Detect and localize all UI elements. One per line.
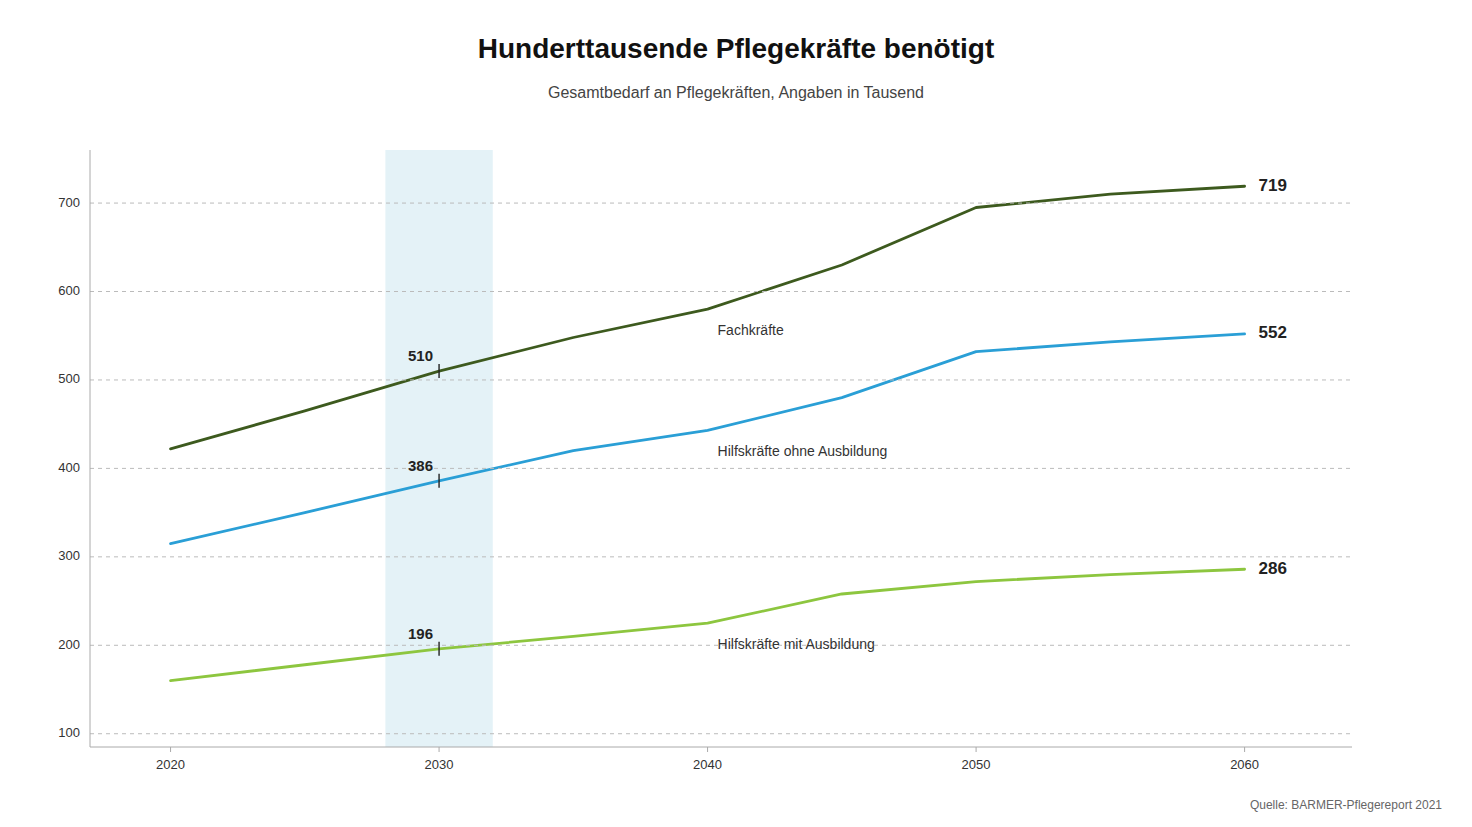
x-axis-line [90, 747, 1352, 748]
y-tick-label: 200 [58, 637, 80, 652]
grid-line [90, 379, 1352, 380]
x-tick [1244, 747, 1245, 752]
y-tick-label: 700 [58, 195, 80, 210]
annotation-marker [438, 642, 439, 656]
annotation-marker [438, 364, 439, 378]
x-tick-label: 2050 [962, 757, 991, 772]
end-label: 286 [1259, 559, 1287, 578]
highlight-band [385, 150, 492, 747]
x-tick [976, 747, 977, 752]
x-tick [439, 747, 440, 752]
series-line [171, 334, 1245, 544]
annotation-label: 196 [408, 625, 433, 642]
grid-line [90, 556, 1352, 557]
source: Quelle: BARMER-Pflegereport 2021 [1250, 798, 1442, 812]
plot-area [171, 150, 1245, 747]
grid-line [90, 468, 1352, 469]
annotation-label: 386 [408, 457, 433, 474]
end-label: 552 [1259, 323, 1287, 342]
x-tick-label: 2040 [693, 757, 722, 772]
y-tick-label: 600 [58, 283, 80, 298]
chart: Hunderttausende Pflegekräfte benötigt Ges… [0, 0, 1472, 827]
x-tick [707, 747, 708, 752]
grid-line [90, 203, 1352, 204]
x-tick-label: 2020 [156, 757, 185, 772]
annotation-label: 510 [408, 347, 433, 364]
series-line [171, 569, 1245, 680]
annotation-marker [438, 474, 439, 488]
y-axis-line [90, 150, 91, 747]
y-tick-label: 400 [58, 460, 80, 475]
subtitle: Gesamtbedarf an Pflegekräften, Angaben i… [548, 84, 924, 101]
y-tick-label: 100 [58, 725, 80, 740]
series-label: Hilfskräfte ohne Ausbildung [718, 443, 888, 459]
series-label: Hilfskräfte mit Ausbildung [718, 636, 875, 652]
title: Hunderttausende Pflegekräfte benötigt [478, 33, 995, 64]
x-tick [170, 747, 171, 752]
y-tick-label: 300 [58, 548, 80, 563]
series-line [171, 186, 1245, 449]
x-tick-label: 2030 [425, 757, 454, 772]
grid-line [90, 291, 1352, 292]
x-tick-label: 2060 [1230, 757, 1259, 772]
grid-line [90, 733, 1352, 734]
series-label: Fachkräfte [718, 322, 784, 338]
y-tick-label: 500 [58, 371, 80, 386]
end-label: 719 [1259, 176, 1287, 195]
